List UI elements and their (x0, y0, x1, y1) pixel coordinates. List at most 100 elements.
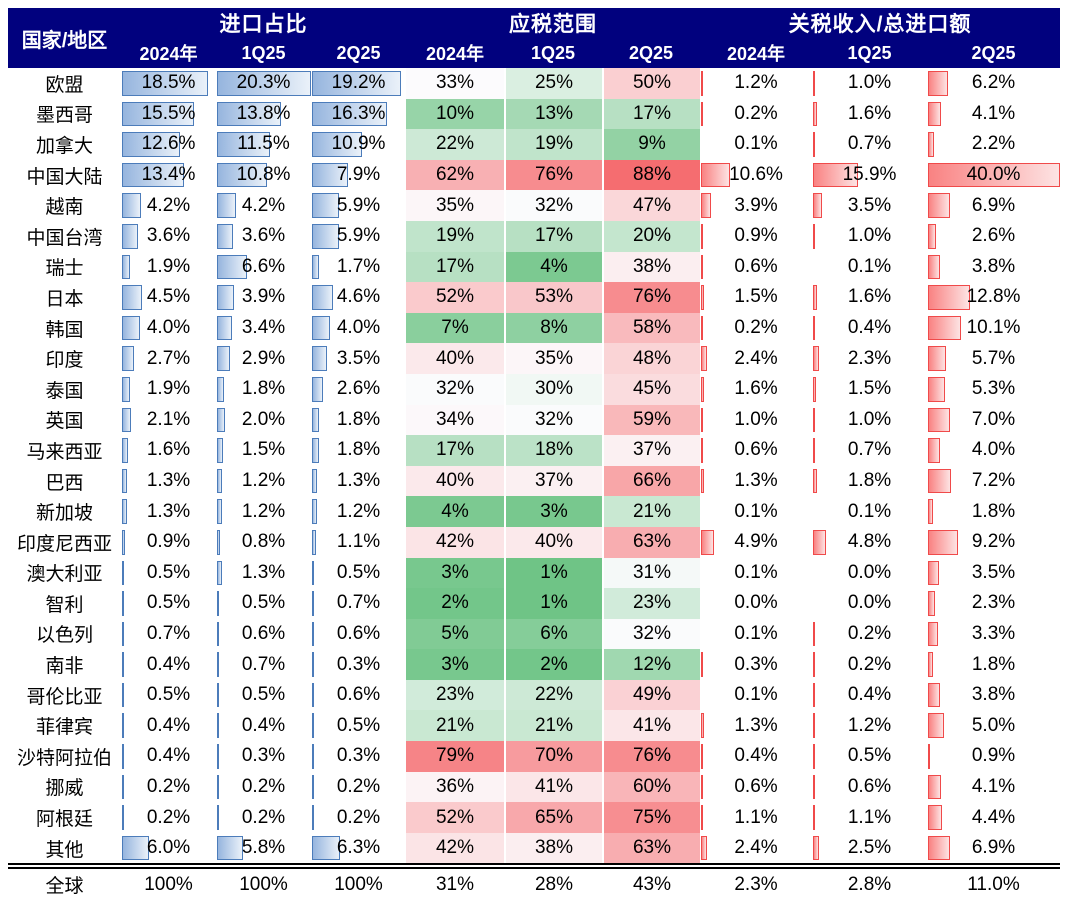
taxable-scope-cell: 50% (602, 68, 700, 99)
tariff-table: 国家/地区 进口占比 2024年 1Q25 2Q25 应税范围 2024年 1Q… (8, 8, 1060, 901)
import-share-bar (122, 774, 124, 800)
tariff-ratio-cell-value: 0.2% (734, 317, 778, 339)
tariff-ratio-cell: 5.3% (927, 374, 1060, 405)
taxable-scope-cell: 12% (602, 649, 700, 680)
tariff-ratio-cell-value: 1.0% (847, 225, 892, 247)
tariff-ratio-cell-value: 0.6% (734, 439, 778, 461)
import-share-cell-value: 1.8% (336, 408, 381, 430)
tariff-ratio-cell: 4.9% (700, 527, 812, 558)
import-share-cell-value: 0.7% (241, 653, 286, 675)
tariff-ratio-bar (813, 805, 816, 830)
country-cell-value: 南非 (45, 656, 84, 678)
taxable-scope-cell-value: 17% (534, 225, 574, 247)
group-label-taxable-scope: 应税范围 (509, 13, 597, 36)
taxable-scope-cell-value: 36% (435, 775, 475, 797)
tariff-ratio-bar (701, 376, 705, 402)
taxable-scope-cell-value: 52% (435, 806, 475, 828)
import-share-cell: 0.5% (311, 710, 406, 741)
tariff-ratio-cell: 1.0% (812, 405, 927, 436)
import-share-cell: 11.5% (216, 129, 311, 160)
tariff-ratio-cell-value: 7.0% (971, 408, 1016, 430)
import-share-cell: 0.2% (216, 802, 311, 833)
taxable-scope-cell: 88% (602, 159, 700, 191)
tariff-ratio-cell: 1.3% (700, 710, 812, 741)
tariff-ratio-bar (928, 560, 939, 586)
subheaders-taxable-scope: 2024年 1Q25 2Q25 (406, 38, 700, 68)
taxable-scope-cell-value: 88% (632, 164, 672, 186)
taxable-scope-cell-value: 65% (534, 806, 574, 828)
import-share-cell-value: 0.3% (241, 745, 286, 767)
tariff-ratio-cell: 10.6% (700, 160, 812, 191)
import-share-bar (312, 560, 314, 586)
taxable-scope-cell: 43% (602, 869, 700, 901)
import-share-cell-value: 1.7% (336, 255, 381, 277)
tariff-ratio-cell: 0.9% (927, 741, 1060, 772)
taxable-scope-cell-value: 32% (435, 378, 475, 400)
taxable-scope-cell: 31% (602, 557, 700, 589)
country-cell: 哥伦比亚 (8, 680, 121, 711)
taxable-scope-cell-value: 42% (435, 531, 475, 553)
taxable-scope-cell-value: 40% (435, 470, 475, 492)
tariff-ratio-cell-value: 1.3% (734, 714, 778, 736)
table-row: 新加坡 1.3% 1.2% 1.2% 4% 3% 21% 0.1% 0.1% 1.8% (8, 496, 1060, 527)
taxable-scope-cell: 65% (504, 802, 602, 833)
import-share-bar (217, 805, 219, 830)
import-share-bar (217, 376, 225, 402)
taxable-scope-cell: 8% (504, 312, 602, 344)
table-row: 印度尼西亚 0.9% 0.8% 1.1% 42% 40% 63% 4.9% 4.8% 9.2% (8, 526, 1060, 558)
taxable-scope-cell-value: 42% (435, 837, 475, 859)
country-cell-value: 加拿大 (35, 135, 93, 157)
taxable-scope-cell-value: 63% (632, 837, 672, 859)
col-header-2024: 2024年 (139, 44, 198, 64)
tariff-ratio-cell: 1.2% (700, 68, 812, 99)
tariff-ratio-bar (928, 315, 961, 341)
col-header-2024: 2024年 (425, 44, 485, 64)
country-cell-value: 印度 (45, 350, 84, 372)
tariff-ratio-cell: 3.8% (927, 680, 1060, 711)
table-row: 挪威 0.2% 0.2% 0.2% 36% 41% 60% 0.6% 0.6% 4.1% (8, 771, 1060, 803)
import-share-cell-value: 6.6% (241, 255, 286, 277)
tariff-ratio-cell-value: 3.5% (847, 194, 892, 216)
taxable-scope-cell: 3% (406, 557, 504, 589)
import-share-bar (217, 591, 219, 616)
tariff-ratio-cell: 0.7% (812, 129, 927, 160)
tariff-ratio-bar (813, 71, 815, 96)
col-header-2q25: 2Q25 (971, 42, 1016, 63)
tariff-ratio-cell-value: 3.5% (971, 561, 1016, 583)
taxable-scope-cell: 40% (406, 343, 504, 374)
import-share-cell-value: 2.0% (241, 408, 286, 430)
taxable-scope-cell: 25% (504, 68, 602, 99)
table-row: 中国大陆 13.4% 10.8% 7.9% 62% 76% 88% 10.6% 15.9% 40.… (8, 159, 1060, 191)
tariff-ratio-cell: 2.2% (927, 129, 1060, 160)
tariff-ratio-cell: 0.7% (812, 435, 927, 466)
tariff-ratio-cell-value: 5.0% (971, 714, 1016, 736)
import-share-cell: 1.6% (121, 435, 216, 466)
tariff-ratio-bar (928, 223, 936, 249)
country-cell-value: 以色列 (35, 625, 93, 647)
taxable-scope-cell-value: 3% (441, 653, 469, 675)
import-share-cell-value: 0.4% (146, 745, 191, 767)
group-tariff-ratio: 关税收入/总进口额 2024年 1Q25 2Q25 (700, 8, 1060, 68)
table-row: 瑞士 1.9% 6.6% 1.7% 17% 4% 38% 0.6% 0.1% 3.8% (8, 251, 1060, 283)
tariff-ratio-cell-value: 6.2% (971, 72, 1016, 94)
import-share-cell-value: 1.3% (146, 500, 191, 522)
taxable-scope-cell-value: 23% (632, 592, 672, 614)
taxable-scope-cell-value: 10% (435, 102, 475, 124)
import-share-bar (312, 376, 324, 402)
import-share-cell-value: 5.8% (241, 837, 286, 859)
taxable-scope-cell-value: 8% (540, 317, 568, 339)
country-cell: 菲律宾 (8, 710, 121, 741)
taxable-scope-cell-value: 58% (632, 317, 672, 339)
import-share-cell: 0.4% (121, 710, 216, 741)
tariff-ratio-cell-value: 4.9% (734, 531, 778, 553)
taxable-scope-cell-value: 37% (632, 439, 672, 461)
tariff-ratio-cell-value: 0.4% (847, 317, 892, 339)
tariff-ratio-cell-value: 2.4% (734, 347, 778, 369)
import-share-bar (122, 407, 131, 433)
table-row: 巴西 1.3% 1.2% 1.3% 40% 37% 66% 1.3% 1.8% 7.2% (8, 465, 1060, 497)
taxable-scope-cell-value: 1% (540, 561, 568, 583)
taxable-scope-cell: 23% (406, 679, 504, 711)
taxable-scope-cell-value: 32% (534, 408, 574, 430)
tariff-ratio-bar (813, 193, 823, 218)
import-share-bar (312, 285, 333, 310)
